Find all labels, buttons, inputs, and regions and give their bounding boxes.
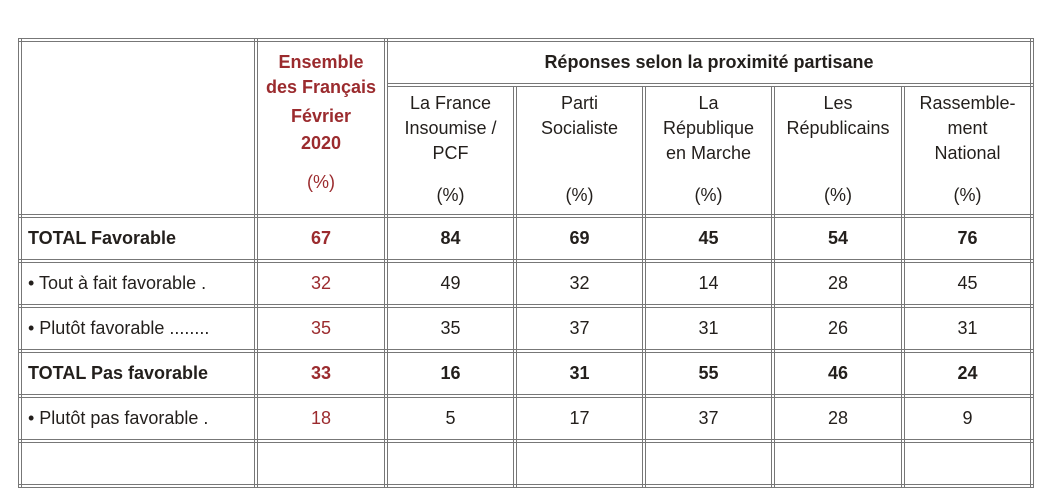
party-value: 24: [901, 349, 1034, 398]
party-header-line: [517, 141, 642, 166]
overall-header: Ensemble des Français Février 2020 (%): [254, 38, 388, 218]
party-value: 17: [513, 394, 646, 443]
party-header-line: Socialiste: [540, 118, 619, 138]
table-row: TOTAL Pas favorable 33 16 31 55 46 24: [18, 349, 1034, 398]
party-header-line: [775, 141, 901, 166]
party-unit: (%): [824, 185, 852, 205]
overall-value: 33: [254, 349, 388, 398]
party-header-line: ment: [947, 118, 988, 138]
empty-cell: [771, 439, 905, 488]
overall-header-line: des Français: [265, 77, 377, 97]
party-unit: (%): [953, 185, 982, 205]
table-row: • Tout à fait favorable . 32 49 32 14 28 45: [18, 259, 1034, 308]
party-value: 37: [513, 304, 646, 353]
empty-cell: [18, 439, 258, 488]
overall-value: 67: [254, 214, 388, 263]
party-header-line: La France: [409, 93, 492, 113]
party-value: 31: [642, 304, 775, 353]
row-label: • Tout à fait favorable .: [18, 259, 258, 308]
table-row: TOTAL Favorable 67 84 69 45 54 76: [18, 214, 1034, 263]
party-value: 49: [384, 259, 517, 308]
party-value: 45: [642, 214, 775, 263]
party-header-line: Rassemble-: [919, 93, 1016, 113]
party-unit: (%): [565, 185, 594, 205]
table-row: • Plutôt pas favorable . 18 5 17 37 28 9: [18, 394, 1034, 443]
party-header-line: République: [662, 118, 755, 138]
party-value: 28: [771, 394, 905, 443]
party-header: La République en Marche (%): [642, 83, 775, 218]
party-header-line: La: [698, 93, 719, 113]
party-value: 16: [384, 349, 517, 398]
party-header-line: National: [934, 143, 1001, 163]
party-header: Parti Socialiste (%): [513, 83, 646, 218]
empty-cell: [513, 439, 646, 488]
party-value: 55: [642, 349, 775, 398]
overall-value: 35: [254, 304, 388, 353]
party-unit: (%): [694, 185, 723, 205]
party-header-line: Républicains: [786, 118, 890, 138]
row-label: TOTAL Pas favorable: [18, 349, 258, 398]
empty-cell: [254, 439, 388, 488]
overall-unit: (%): [307, 172, 335, 192]
party-value: 46: [771, 349, 905, 398]
party-value: 84: [384, 214, 517, 263]
empty-cell: [384, 439, 517, 488]
overall-value: 18: [254, 394, 388, 443]
party-value: 31: [901, 304, 1034, 353]
party-header-line: Insoumise /: [404, 118, 497, 138]
party-value: 9: [901, 394, 1034, 443]
party-header-line: PCF: [432, 143, 469, 163]
party-value: 54: [771, 214, 905, 263]
party-value: 45: [901, 259, 1034, 308]
party-header: La France Insoumise / PCF (%): [384, 83, 517, 218]
party-value: 28: [771, 259, 905, 308]
party-value: 69: [513, 214, 646, 263]
overall-header-line: Février: [290, 106, 352, 126]
party-header-line: Parti: [560, 93, 598, 113]
corner-cell: [18, 38, 258, 218]
row-label: • Plutôt favorable ........: [18, 304, 258, 353]
results-table: Ensemble des Français Février 2020 (%) R…: [18, 38, 1034, 488]
row-label: TOTAL Favorable: [18, 214, 258, 263]
party-value: 31: [513, 349, 646, 398]
party-header-line: en Marche: [665, 143, 752, 163]
party-value: 37: [642, 394, 775, 443]
party-value: 14: [642, 259, 775, 308]
party-value: 5: [384, 394, 517, 443]
overall-header-line: Ensemble: [278, 52, 364, 72]
empty-cell: [642, 439, 775, 488]
party-unit: (%): [436, 185, 465, 205]
overall-value: 32: [254, 259, 388, 308]
table-row: • Plutôt favorable ........ 35 35 37 31 26 31: [18, 304, 1034, 353]
party-value: 76: [901, 214, 1034, 263]
overall-header-line: 2020: [300, 133, 342, 153]
party-header: Les Républicains (%): [771, 83, 905, 218]
party-header-line: Les: [823, 93, 853, 113]
party-header: Rassemble-ment National (%): [901, 83, 1034, 218]
party-value: 35: [384, 304, 517, 353]
party-value: 26: [771, 304, 905, 353]
party-value: 32: [513, 259, 646, 308]
row-label: • Plutôt pas favorable .: [18, 394, 258, 443]
group-title: Réponses selon la proximité partisane: [384, 38, 1034, 87]
empty-cell: [901, 439, 1034, 488]
